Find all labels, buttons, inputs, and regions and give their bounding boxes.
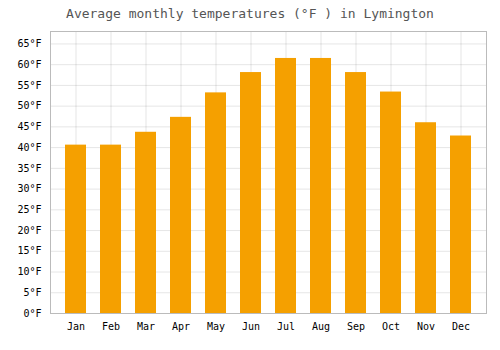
svg-text:Nov: Nov <box>417 321 435 332</box>
svg-text:Jan: Jan <box>67 321 85 332</box>
svg-text:20°F: 20°F <box>17 225 41 236</box>
svg-text:10°F: 10°F <box>17 266 41 277</box>
svg-text:0°F: 0°F <box>23 308 41 319</box>
svg-text:60°F: 60°F <box>17 59 41 70</box>
svg-text:Dec: Dec <box>452 321 470 332</box>
svg-text:45°F: 45°F <box>17 121 41 132</box>
svg-text:30°F: 30°F <box>17 183 41 194</box>
svg-text:Sep: Sep <box>347 321 365 332</box>
svg-text:Feb: Feb <box>102 321 120 332</box>
svg-text:Jun: Jun <box>242 321 260 332</box>
svg-text:Jul: Jul <box>277 321 295 332</box>
svg-text:55°F: 55°F <box>17 80 41 91</box>
svg-text:Mar: Mar <box>137 321 155 332</box>
svg-text:5°F: 5°F <box>23 287 41 298</box>
svg-text:65°F: 65°F <box>17 38 41 49</box>
svg-text:25°F: 25°F <box>17 204 41 215</box>
svg-text:40°F: 40°F <box>17 142 41 153</box>
svg-text:50°F: 50°F <box>17 100 41 111</box>
svg-text:May: May <box>207 321 225 332</box>
svg-text:Apr: Apr <box>172 321 190 332</box>
html-text:Average monthly temperatures (: Average monthly temperatures (°F ) in Ly… <box>66 6 434 21</box>
svg-text:35°F: 35°F <box>17 163 41 174</box>
svg-text:Aug: Aug <box>312 321 330 332</box>
svg-text:Oct: Oct <box>382 321 400 332</box>
svg-text:15°F: 15°F <box>17 245 41 256</box>
